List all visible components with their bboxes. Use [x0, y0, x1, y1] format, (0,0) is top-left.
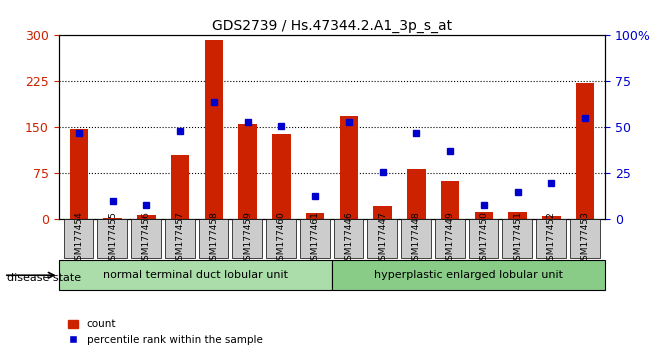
Text: GSM177451: GSM177451 [513, 211, 522, 267]
Text: GSM177458: GSM177458 [210, 211, 218, 267]
Bar [171, 155, 189, 219]
FancyBboxPatch shape [199, 219, 229, 258]
Text: GSM177455: GSM177455 [108, 211, 117, 267]
Text: GSM177452: GSM177452 [547, 212, 556, 266]
FancyBboxPatch shape [503, 219, 532, 258]
FancyBboxPatch shape [332, 260, 605, 290]
Bar [104, 218, 122, 219]
Bar [272, 133, 290, 219]
Bar [204, 40, 223, 219]
Text: disease state: disease state [7, 273, 81, 283]
Text: GSM177448: GSM177448 [412, 212, 421, 266]
Text: normal terminal duct lobular unit: normal terminal duct lobular unit [103, 270, 288, 280]
FancyBboxPatch shape [98, 219, 127, 258]
Text: hyperplastic enlarged lobular unit: hyperplastic enlarged lobular unit [374, 270, 563, 280]
Bar [475, 211, 493, 219]
FancyBboxPatch shape [435, 219, 465, 258]
FancyBboxPatch shape [165, 219, 195, 258]
Text: GSM177461: GSM177461 [311, 211, 320, 267]
FancyBboxPatch shape [232, 219, 262, 258]
Bar [407, 169, 426, 219]
FancyBboxPatch shape [131, 219, 161, 258]
Text: GSM177457: GSM177457 [176, 211, 185, 267]
FancyBboxPatch shape [469, 219, 499, 258]
Text: GSM177449: GSM177449 [446, 212, 454, 266]
FancyBboxPatch shape [266, 219, 296, 258]
Bar [306, 213, 324, 219]
FancyBboxPatch shape [59, 260, 332, 290]
Text: GSM177459: GSM177459 [243, 211, 252, 267]
Text: GSM177460: GSM177460 [277, 211, 286, 267]
FancyBboxPatch shape [64, 219, 93, 258]
Bar [137, 215, 156, 219]
Text: GSM177454: GSM177454 [74, 212, 83, 266]
Bar [238, 124, 257, 219]
FancyBboxPatch shape [367, 219, 397, 258]
Title: GDS2739 / Hs.47344.2.A1_3p_s_at: GDS2739 / Hs.47344.2.A1_3p_s_at [212, 19, 452, 33]
Bar [508, 211, 527, 219]
Bar [576, 83, 594, 219]
FancyBboxPatch shape [401, 219, 431, 258]
Text: GSM177447: GSM177447 [378, 212, 387, 266]
Text: GSM177456: GSM177456 [142, 211, 151, 267]
FancyBboxPatch shape [536, 219, 566, 258]
Text: GSM177453: GSM177453 [581, 211, 590, 267]
FancyBboxPatch shape [570, 219, 600, 258]
FancyBboxPatch shape [334, 219, 363, 258]
Bar [70, 129, 88, 219]
Text: GSM177446: GSM177446 [344, 212, 353, 266]
Legend: count, percentile rank within the sample: count, percentile rank within the sample [64, 315, 267, 349]
FancyBboxPatch shape [300, 219, 329, 258]
Bar [441, 182, 460, 219]
Bar [542, 216, 561, 219]
Bar [340, 116, 358, 219]
Text: GSM177450: GSM177450 [479, 211, 488, 267]
Bar [374, 206, 392, 219]
